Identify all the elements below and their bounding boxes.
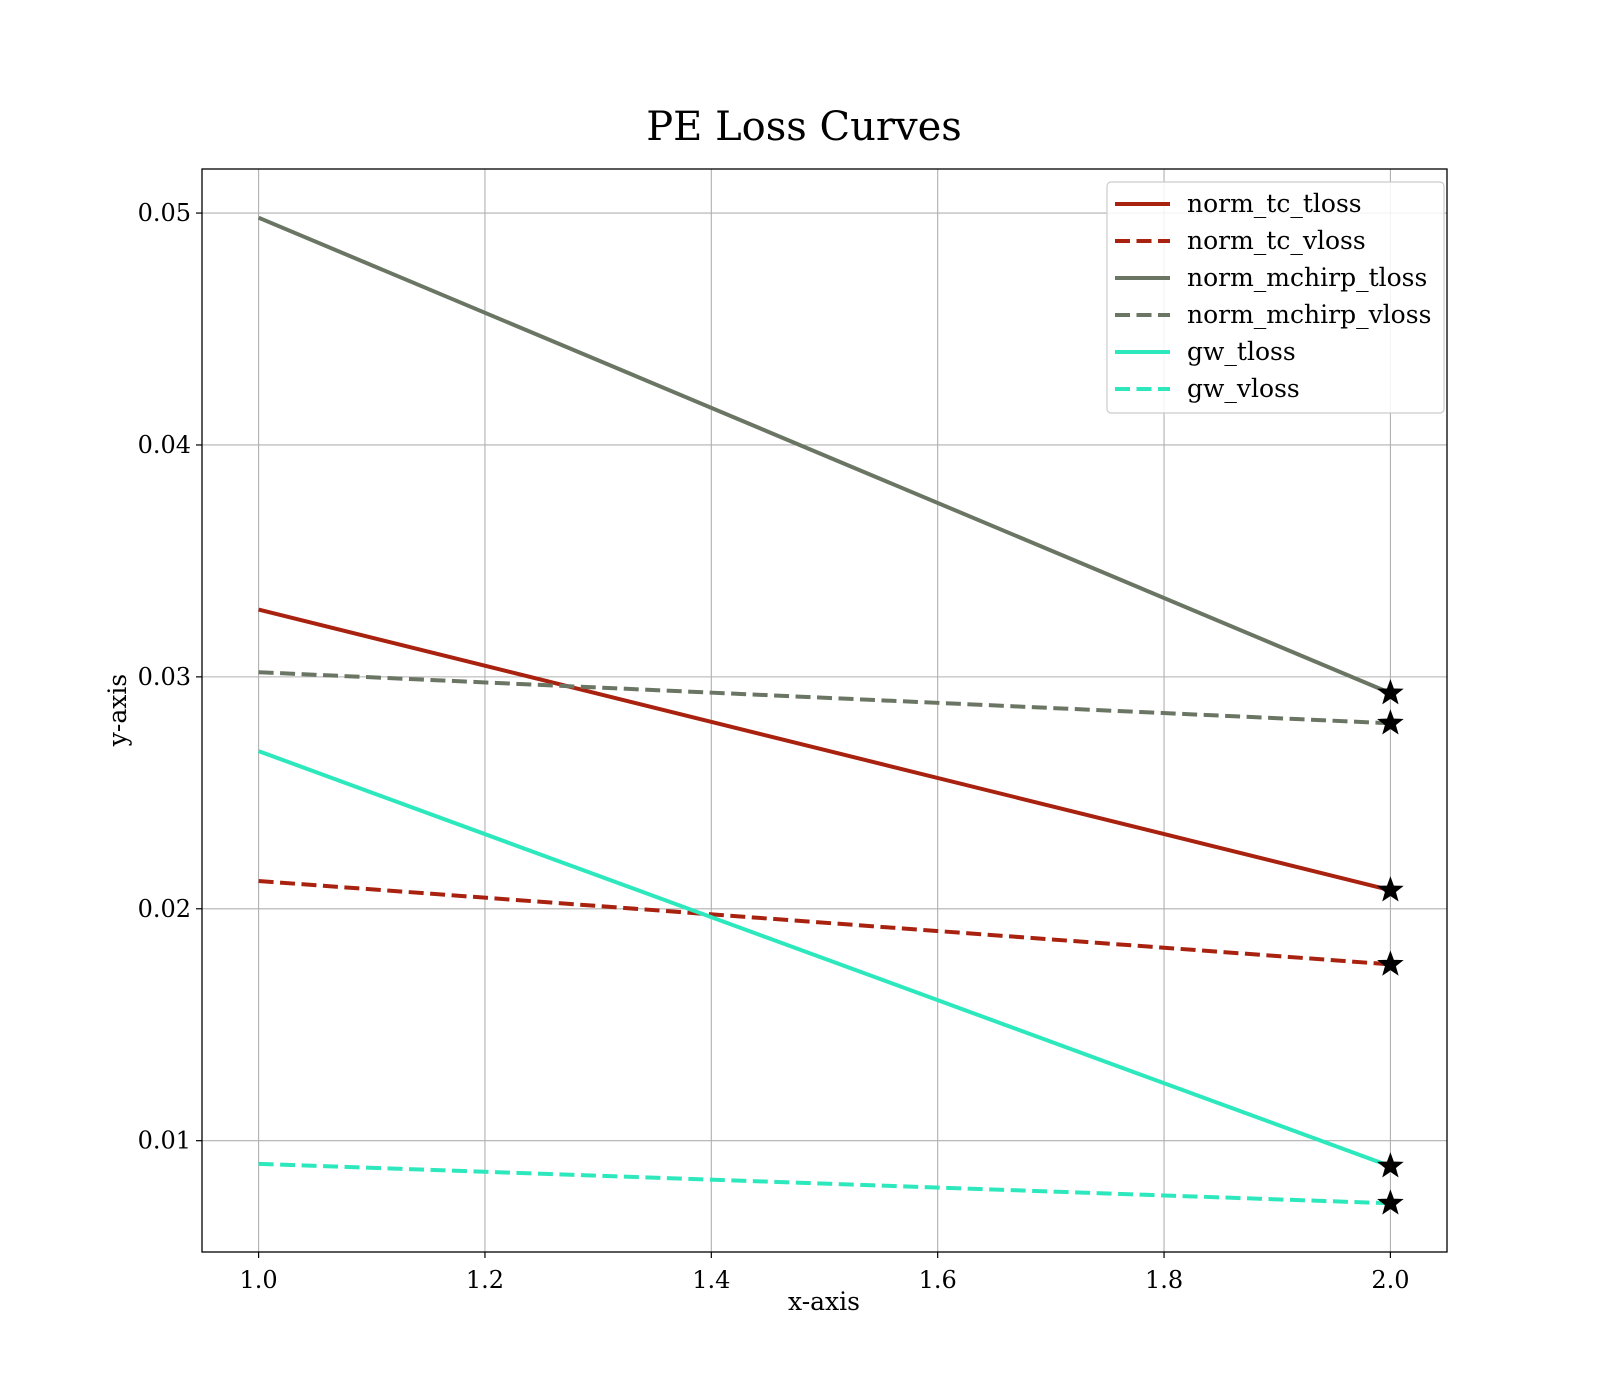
legend-frame — [1106, 181, 1445, 414]
x-tick-label: 2.0 — [1371, 1266, 1409, 1294]
x-tick-label: 1.0 — [240, 1266, 278, 1294]
x-ticks: 1.0 1.2 1.4 1.6 1.8 2.0 — [240, 1252, 1409, 1294]
x-tick-label: 1.4 — [692, 1266, 730, 1294]
x-axis-label: x-axis — [788, 1287, 860, 1316]
x-tick-label: 1.2 — [466, 1266, 504, 1294]
series-line-norm_mchirp_tloss — [257, 215, 1392, 695]
series-line-norm_tc_tloss — [258, 607, 1391, 893]
star-marker-norm_tc_tloss — [1377, 876, 1404, 902]
legend-label-gw_tloss: gw_tloss — [1187, 337, 1296, 366]
y-tick-label: 0.01 — [138, 1127, 191, 1155]
series-line-gw_tloss — [257, 749, 1392, 1169]
star-marker-norm_tc_vloss — [1377, 950, 1404, 976]
legend-label-norm_mchirp_tloss: norm_mchirp_tloss — [1187, 263, 1427, 292]
y-tick-label: 0.05 — [138, 199, 191, 227]
legend-label-norm_mchirp_vloss: norm_mchirp_vloss — [1187, 300, 1431, 329]
series-line-norm_mchirp_vloss — [258, 670, 1391, 726]
plot-frame — [201, 168, 1448, 1253]
star-marker-norm_mchirp_vloss — [1377, 709, 1404, 735]
legend: norm_tc_tloss norm_tc_vloss norm_mchirp_tl… — [1106, 181, 1445, 414]
series-line-gw_vloss — [258, 1161, 1391, 1206]
star-marker-gw_vloss — [1377, 1189, 1404, 1215]
y-tick-label: 0.02 — [138, 895, 191, 923]
legend-label-norm_tc_vloss: norm_tc_vloss — [1187, 226, 1366, 255]
star-marker-norm_mchirp_tloss — [1377, 679, 1404, 705]
star-marker-gw_tloss — [1377, 1152, 1404, 1178]
legend-label-norm_tc_tloss: norm_tc_tloss — [1187, 189, 1362, 218]
chart-title: PE Loss Curves — [646, 104, 962, 150]
legend-label-gw_vloss: gw_vloss — [1187, 374, 1300, 403]
end-markers — [1377, 679, 1404, 1215]
series-line-norm_tc_vloss — [258, 879, 1391, 967]
y-tick-label: 0.03 — [138, 663, 191, 691]
x-tick-label: 1.8 — [1145, 1266, 1183, 1294]
y-ticks: 0.01 0.02 0.03 0.04 0.05 — [138, 199, 202, 1155]
y-axis-label: y-axis — [103, 674, 132, 747]
y-tick-label: 0.04 — [138, 431, 191, 459]
x-tick-label: 1.6 — [919, 1266, 957, 1294]
series-layer — [257, 215, 1392, 1206]
